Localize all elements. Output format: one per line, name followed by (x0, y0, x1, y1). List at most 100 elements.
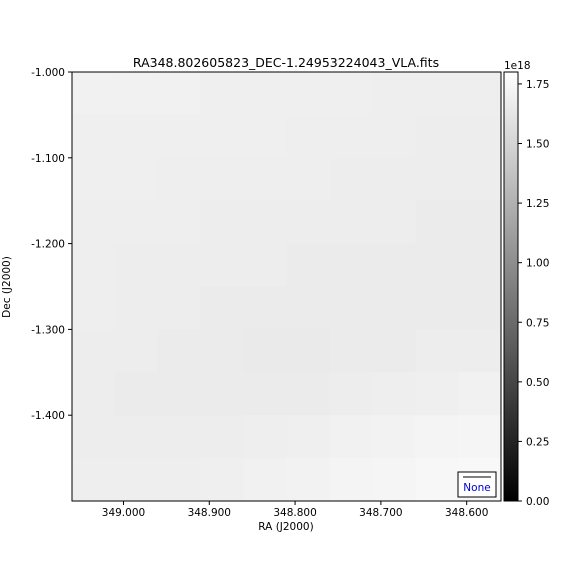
x-tick-label: 348.800 (273, 507, 316, 519)
legend-label: None (463, 482, 490, 494)
heatmap-cell (72, 157, 116, 202)
heatmap-cell (72, 458, 116, 502)
heatmap-cell (286, 114, 330, 159)
heatmap-cell (243, 157, 288, 202)
heatmap-cell (372, 114, 416, 159)
colorbar-tick-label: 0.00 (526, 496, 549, 508)
colorbar-tick-label: 1.50 (526, 139, 549, 151)
heatmap-cell (200, 114, 245, 159)
heatmap-cell (372, 286, 416, 330)
heatmap-cell (415, 200, 459, 245)
heatmap-cell (200, 415, 245, 459)
heatmap-cell (157, 458, 202, 502)
heatmap-cell (114, 286, 159, 330)
heatmap-cell (329, 72, 373, 116)
heatmap-cell (72, 243, 116, 288)
x-tick-label: 348.900 (188, 507, 231, 519)
heatmap-cell (329, 200, 373, 245)
heatmap-cell (200, 72, 245, 116)
legend-box (457, 471, 497, 498)
y-tick-label: -1.300 (31, 324, 65, 336)
heatmap-cell (458, 372, 502, 416)
heatmap-cell (372, 72, 416, 116)
heatmap-cell (372, 200, 416, 245)
colorbar-tick-label: 1.25 (526, 198, 549, 210)
heatmap-cell (72, 114, 116, 159)
heatmap-cell (458, 114, 502, 159)
heatmap-cell (114, 329, 159, 373)
x-axis-ticks: 349.000 348.900 348.800 348.700 348.600 (102, 501, 488, 519)
heatmap-cell (329, 243, 373, 288)
heatmap-cell (243, 372, 288, 416)
heatmap-cell (415, 114, 459, 159)
heatmap-cell (157, 72, 202, 116)
heatmap-cell (200, 372, 245, 416)
heatmap-cell (415, 72, 459, 116)
heatmap-cell (329, 372, 373, 416)
heatmap-cell (157, 114, 202, 159)
heatmap-cell (329, 286, 373, 330)
heatmap-cell (157, 372, 202, 416)
heatmap-cell (114, 415, 159, 459)
heatmap-cell (72, 415, 116, 459)
heatmap-cell (114, 243, 159, 288)
heatmap-cell (114, 200, 159, 245)
heatmap-cell (114, 72, 159, 116)
heatmap-cell (329, 329, 373, 373)
heatmap-cell (72, 286, 116, 330)
heatmap-cell (415, 458, 459, 502)
colorbar-tick-label: 0.50 (526, 377, 549, 389)
heatmap-cell (243, 200, 288, 245)
heatmap-cell (415, 415, 459, 459)
heatmap-cell (286, 329, 330, 373)
heatmap-cell (157, 200, 202, 245)
heatmap-cell (157, 243, 202, 288)
heatmap-cell (415, 286, 459, 330)
heatmap-cell (200, 329, 245, 373)
heatmap-cell (200, 243, 245, 288)
colorbar-tick-label: 0.25 (526, 436, 549, 448)
heatmap-cell (286, 157, 330, 202)
heatmap-cell (415, 157, 459, 202)
heatmap-cell (372, 243, 416, 288)
heatmap-cell (243, 329, 288, 373)
heatmap-cell (329, 415, 373, 459)
heatmap-cell (329, 114, 373, 159)
heatmap-cell (458, 200, 502, 245)
heatmap-cell (157, 157, 202, 202)
heatmap-cell (243, 415, 288, 459)
heatmap-cell (114, 114, 159, 159)
heatmap-cell (458, 72, 502, 116)
y-tick-label: -1.000 (31, 67, 65, 79)
y-tick-label: -1.400 (31, 410, 65, 422)
heatmap-cell (286, 372, 330, 416)
heatmap-cell (458, 243, 502, 288)
heatmap-cell (458, 415, 502, 459)
heatmap-cell (243, 458, 288, 502)
plot-frame (71, 71, 502, 502)
heatmap-cell (329, 458, 373, 502)
legend: None (457, 471, 497, 498)
colorbar (503, 71, 519, 502)
heatmap-cell (372, 415, 416, 459)
heatmap-cell (329, 157, 373, 202)
heatmap-cell (415, 372, 459, 416)
chart-title: RA348.802605823_DEC-1.24953224043_VLA.fi… (133, 55, 439, 70)
heatmap-cell (372, 329, 416, 373)
heatmap-cell (114, 372, 159, 416)
heatmap-cell (286, 200, 330, 245)
heatmap-cell (114, 458, 159, 502)
heatmap-cell (72, 72, 116, 116)
heatmap-cell (415, 329, 459, 373)
heatmap-cell (243, 243, 288, 288)
heatmap-cell (458, 157, 502, 202)
heatmap-cell (200, 157, 245, 202)
heatmap-cell (458, 286, 502, 330)
heatmap-cell (72, 200, 116, 245)
heatmap-cell (372, 458, 416, 502)
heatmap-cell (243, 286, 288, 330)
heatmap-cell (72, 329, 116, 373)
heatmap-cell (286, 243, 330, 288)
heatmap-cell (286, 286, 330, 330)
heatmap-cell (200, 200, 245, 245)
